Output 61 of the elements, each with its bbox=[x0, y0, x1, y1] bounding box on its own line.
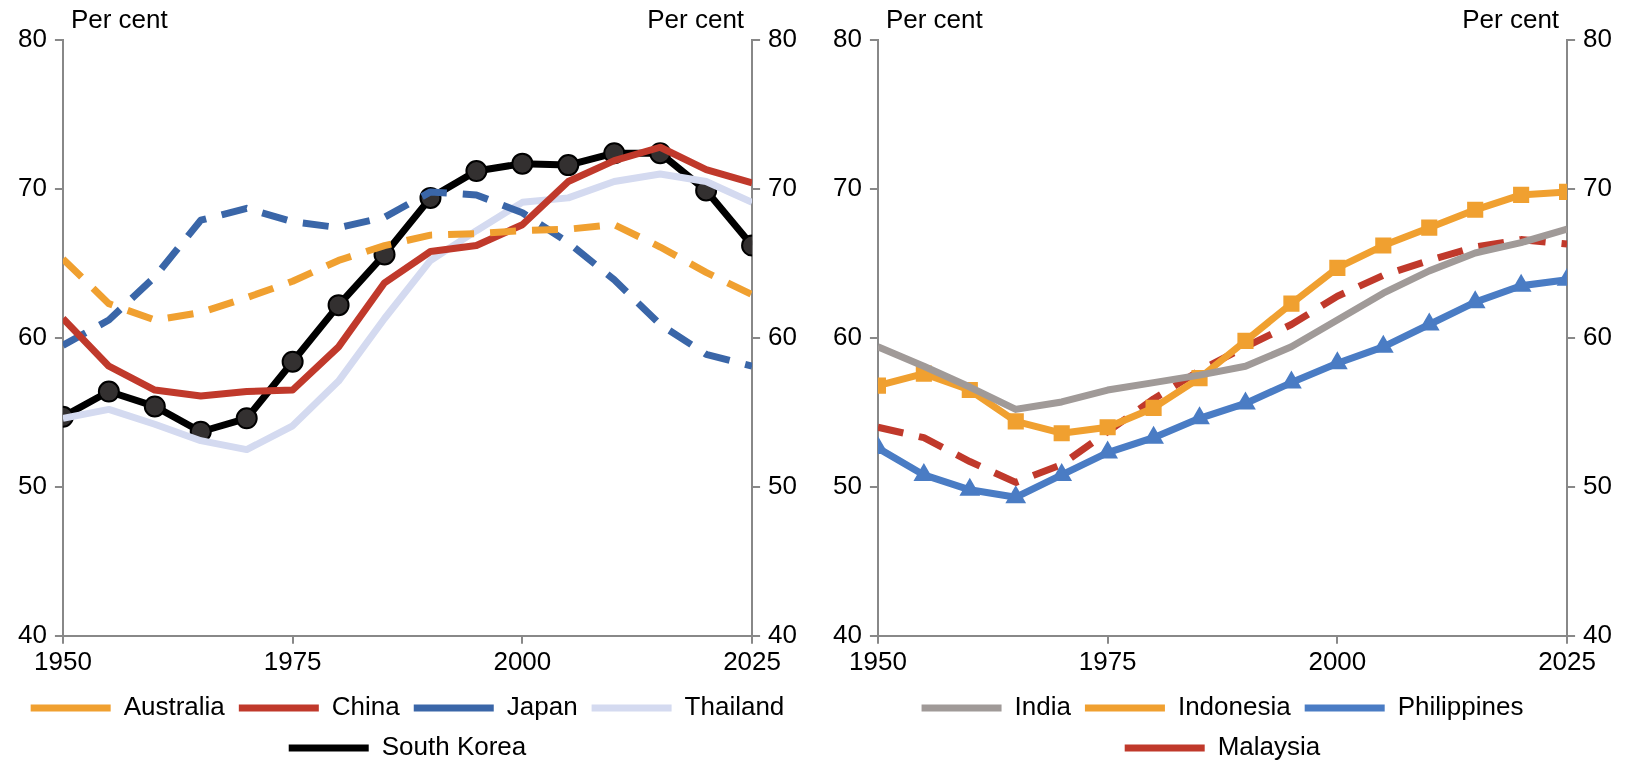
y2-tick-label: 80 bbox=[1583, 23, 1612, 54]
legend-label: Australia bbox=[123, 691, 226, 722]
y2-tick-label: 70 bbox=[768, 172, 797, 203]
point bbox=[1052, 463, 1072, 481]
legend-label: India bbox=[1014, 691, 1072, 722]
legend-label: Indonesia bbox=[1177, 691, 1292, 722]
point bbox=[914, 463, 934, 481]
point bbox=[143, 395, 166, 418]
point bbox=[557, 154, 580, 177]
point bbox=[281, 350, 304, 373]
point bbox=[1513, 186, 1530, 203]
point bbox=[1511, 274, 1531, 292]
legend-label: Japan bbox=[506, 691, 578, 722]
y2-tick-label: 70 bbox=[1583, 172, 1612, 203]
point bbox=[1465, 291, 1485, 309]
x-tick-label: 2000 bbox=[493, 645, 552, 676]
point bbox=[1467, 201, 1484, 218]
point bbox=[1235, 392, 1256, 410]
y-tick-label: 50 bbox=[833, 470, 862, 501]
y2-tick-label: 80 bbox=[768, 23, 797, 54]
x-tick-label: 2000 bbox=[1308, 645, 1367, 676]
y2-tick-label: 60 bbox=[768, 321, 797, 352]
point bbox=[1283, 295, 1300, 312]
legend-label: South Korea bbox=[381, 731, 527, 762]
y-tick-label: 80 bbox=[18, 23, 47, 54]
legend-label: Thailand bbox=[684, 691, 785, 722]
y2-axis-title: Per cent bbox=[1462, 4, 1560, 35]
legend-label: Malaysia bbox=[1217, 731, 1321, 762]
point bbox=[1097, 441, 1118, 459]
point bbox=[511, 152, 534, 175]
point bbox=[1327, 352, 1348, 370]
point bbox=[1145, 399, 1162, 416]
y-tick-label: 70 bbox=[18, 172, 47, 203]
y2-tick-label: 50 bbox=[768, 470, 797, 501]
y-tick-label: 70 bbox=[833, 172, 862, 203]
x-tick-label: 1975 bbox=[1078, 645, 1137, 676]
point bbox=[1419, 313, 1439, 331]
point bbox=[960, 478, 980, 496]
point bbox=[465, 160, 488, 183]
y-tick-label: 50 bbox=[18, 470, 47, 501]
y2-tick-label: 60 bbox=[1583, 321, 1612, 352]
y-tick-label: 60 bbox=[833, 321, 862, 352]
y-tick-label: 80 bbox=[833, 23, 862, 54]
point bbox=[327, 294, 350, 317]
point bbox=[1281, 371, 1302, 389]
point bbox=[1329, 259, 1346, 276]
point bbox=[1006, 486, 1026, 504]
legend-label: China bbox=[331, 691, 401, 722]
point bbox=[1375, 237, 1392, 254]
y2-axis-title: Per cent bbox=[647, 4, 745, 35]
y-tick-label: 60 bbox=[18, 321, 47, 352]
point bbox=[235, 407, 258, 430]
point bbox=[1143, 426, 1164, 444]
point bbox=[97, 380, 120, 403]
y-axis-title: Per cent bbox=[70, 4, 169, 35]
point bbox=[1237, 332, 1254, 349]
y-axis-title: Per cent bbox=[885, 4, 984, 35]
y2-tick-label: 50 bbox=[1583, 470, 1612, 501]
legend-label: Philippines bbox=[1397, 691, 1524, 722]
x-tick-label: 1975 bbox=[263, 645, 322, 676]
point bbox=[1421, 219, 1438, 236]
